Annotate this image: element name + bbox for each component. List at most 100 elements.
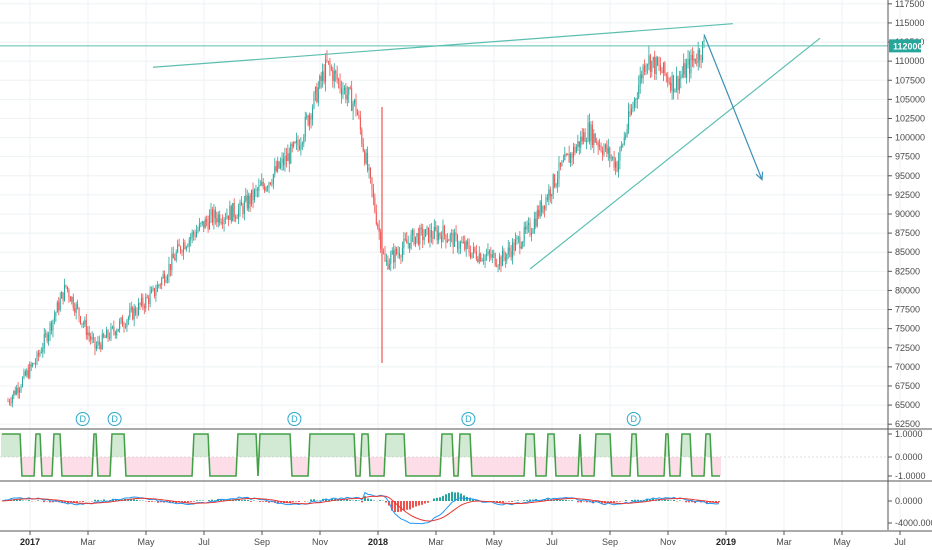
candle-up bbox=[271, 183, 273, 185]
candle-down bbox=[409, 242, 411, 249]
candle-up bbox=[187, 245, 189, 247]
candle-up bbox=[604, 144, 606, 149]
dividend-marker-icon[interactable] bbox=[461, 412, 476, 426]
macd-histogram-bar bbox=[427, 501, 429, 503]
macd-histogram-bar bbox=[646, 498, 648, 501]
candle-up bbox=[514, 239, 517, 251]
candle-up bbox=[217, 214, 219, 223]
candle-down bbox=[332, 69, 334, 82]
candle-down bbox=[356, 111, 358, 116]
macd-histogram-bar bbox=[127, 499, 129, 501]
candle-up bbox=[561, 161, 563, 167]
macd-histogram-bar bbox=[418, 501, 420, 506]
candle-down bbox=[519, 237, 521, 249]
macd-histogram-bar bbox=[367, 498, 369, 501]
time-tick-label: Nov bbox=[660, 537, 677, 547]
candle-down bbox=[146, 297, 148, 298]
candle-down bbox=[362, 143, 364, 152]
candle-down bbox=[359, 117, 361, 130]
candle-up bbox=[111, 326, 113, 328]
candle-down bbox=[568, 153, 570, 163]
candle-up bbox=[484, 255, 486, 261]
macd-histogram-bar bbox=[403, 501, 405, 511]
dividend-marker-icon[interactable] bbox=[287, 412, 302, 426]
candle-up bbox=[101, 333, 103, 350]
candle-up bbox=[53, 316, 55, 321]
candle-down bbox=[230, 206, 232, 222]
candle-up bbox=[161, 278, 163, 285]
candle-up bbox=[110, 326, 112, 339]
candle-up bbox=[311, 108, 314, 120]
candle-up bbox=[451, 233, 453, 235]
macd-histogram-bar bbox=[325, 498, 327, 501]
candle-down bbox=[30, 364, 32, 367]
macd-histogram-bar bbox=[544, 499, 546, 501]
macd-histogram-bar bbox=[199, 500, 201, 501]
candle-down bbox=[387, 260, 389, 269]
candle-up bbox=[626, 129, 628, 135]
candle-up bbox=[442, 225, 444, 242]
candle-up bbox=[681, 74, 683, 77]
candle-up bbox=[95, 345, 97, 349]
candle-up bbox=[528, 223, 530, 225]
candle-down bbox=[235, 216, 237, 219]
candle-down bbox=[538, 210, 540, 217]
dividend-marker-icon[interactable] bbox=[626, 412, 641, 426]
macd-histogram-bar bbox=[502, 501, 504, 503]
candle-up bbox=[152, 288, 154, 290]
macd-histogram-bar bbox=[475, 499, 477, 501]
dividend-marker-icon[interactable] bbox=[75, 412, 90, 426]
price-axis: 1175001150001125001100001075001050001025… bbox=[887, 0, 932, 530]
macd-histogram-bar bbox=[649, 499, 651, 501]
candle-down bbox=[470, 252, 472, 258]
candle-up bbox=[390, 254, 392, 264]
candle-down bbox=[673, 75, 675, 93]
macd-histogram-bar bbox=[82, 501, 84, 503]
candle-up bbox=[648, 55, 650, 65]
macd-histogram-bar bbox=[586, 501, 588, 503]
candle-down bbox=[153, 288, 155, 296]
macd-histogram-bar bbox=[298, 501, 300, 502]
macd-histogram-bar bbox=[697, 501, 699, 502]
macd-histogram-bar bbox=[355, 500, 357, 501]
candle-down bbox=[596, 142, 598, 144]
candle-up bbox=[168, 264, 170, 277]
macd-histogram-bar bbox=[601, 501, 603, 504]
candle-up bbox=[599, 145, 601, 147]
macd-histogram-bar bbox=[613, 501, 615, 503]
price-tick-label: 82500 bbox=[895, 266, 920, 276]
candle-down bbox=[474, 246, 476, 252]
candle-up bbox=[342, 90, 344, 95]
trendlines bbox=[0, 23, 888, 270]
candle-up bbox=[587, 122, 589, 142]
candle-up bbox=[81, 323, 83, 325]
candle-down bbox=[340, 88, 343, 95]
candle-up bbox=[693, 58, 695, 61]
candle-up bbox=[512, 242, 514, 258]
candle-down bbox=[285, 155, 287, 161]
macd-histogram-bar bbox=[184, 501, 186, 503]
candle-down bbox=[588, 122, 590, 142]
candle-up bbox=[274, 166, 276, 175]
candle-up bbox=[607, 147, 609, 154]
candle-up bbox=[296, 140, 298, 143]
candle-up bbox=[638, 85, 640, 98]
macd-histogram-bar bbox=[454, 492, 456, 501]
candle-up bbox=[410, 234, 412, 249]
candle-up bbox=[454, 232, 456, 247]
signal-line bbox=[1, 495, 720, 522]
candle-up bbox=[348, 87, 350, 96]
candle-up bbox=[61, 292, 63, 299]
candle-down bbox=[654, 57, 656, 74]
support-trendline[interactable] bbox=[529, 37, 821, 270]
macd-histogram-bar bbox=[358, 500, 360, 501]
macd-histogram-bar bbox=[136, 499, 138, 501]
candle-up bbox=[11, 396, 13, 403]
macd-histogram-bar bbox=[706, 501, 708, 504]
projection-arrow[interactable] bbox=[703, 34, 763, 180]
dividend-marker-icon[interactable] bbox=[107, 412, 122, 426]
candle-up bbox=[45, 333, 47, 335]
candle-up bbox=[258, 185, 260, 191]
candle-up bbox=[552, 174, 554, 195]
